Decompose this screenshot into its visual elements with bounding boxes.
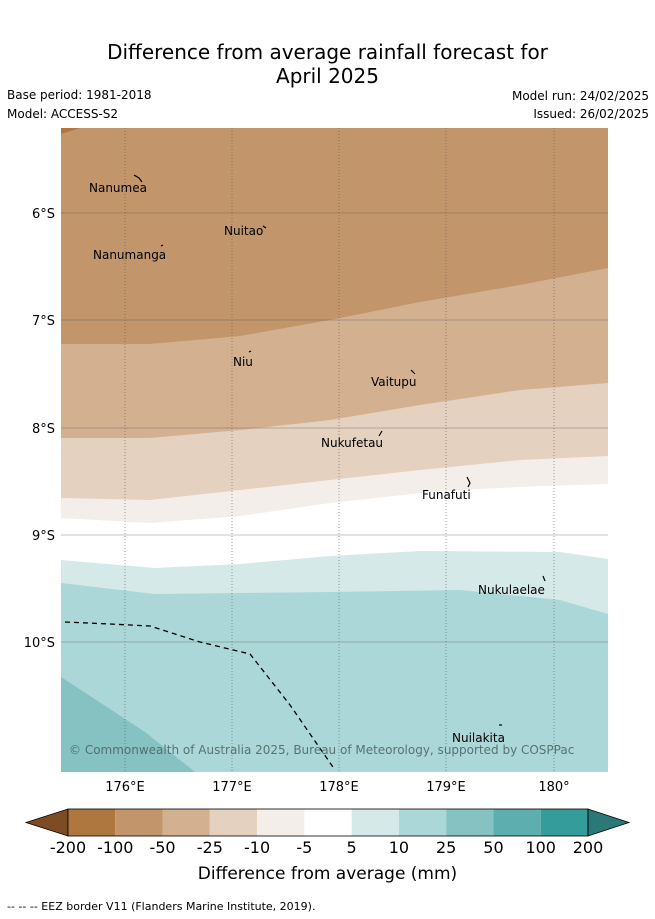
model-run-label: Model run: 24/02/2025 [511,89,649,103]
colorbar-tick-label: 50 [483,838,504,857]
colorbar-segment [351,809,399,836]
issued-label: Issued: 26/02/2025 [533,107,649,121]
colorbar-tick-label: -25 [196,838,223,857]
colorbar-tick-label: -100 [97,838,134,857]
colorbar-segment [304,809,352,836]
band-25-50 [61,677,195,772]
place-label-vaitupu: Vaitupu [371,375,417,389]
place-label-nuitao: Nuitao [224,224,263,238]
colorbar-tick-label: -10 [244,838,271,857]
colorbar-tick-label: -5 [296,838,313,857]
colorbar-segment [493,809,541,836]
rainfall-anomaly-layer: Nanumea Nuitao Nanumanga Niu Vaitupu Nuk… [61,128,608,772]
colorbar-tick-label: -200 [49,838,87,857]
lat-label-7s: 7°S [32,314,55,329]
base-period-label: Base period: 1981-2018 [7,88,152,102]
island-nukufetau [378,430,383,437]
colorbar-frame [67,808,589,837]
colorbar-tick-label: 100 [525,838,556,857]
title-line-2: April 2025 [276,64,379,88]
lat-label-9s: 9°S [32,529,55,544]
band-10-25 [61,583,608,772]
colorbar-segment [257,809,305,836]
colorbar-segment [446,809,494,836]
island-funafuti [466,476,471,488]
colorbar-tick-label: 200 [572,838,604,857]
place-label-nanumea: Nanumea [89,181,147,195]
island-nuitao [262,225,267,229]
lat-label-8s: 8°S [32,422,55,437]
copyright-notice: © Commonwealth of Australia 2025, Bureau… [69,743,574,757]
lon-label-178e: 178°E [319,780,359,795]
colorbar [24,808,631,837]
model-label: Model: ACCESS-S2 [7,107,119,121]
lat-label-10s: 10°S [24,636,55,651]
colorbar-segment [162,809,210,836]
colorbar-segment [115,809,163,836]
place-label-nukufetau: Nukufetau [321,436,383,450]
island-niu [248,350,252,353]
place-label-nuilakita: Nuilakita [452,731,505,745]
lat-label-6s: 6°S [32,207,55,222]
band-neg200-neg100 [61,128,80,134]
place-label-niu: Niu [233,355,253,369]
title-line-1: Difference from average rainfall forecas… [107,40,548,64]
lon-label-179e: 179°E [426,780,466,795]
colorbar-tick-label: -50 [149,838,176,857]
lon-label-180: 180° [538,780,569,795]
place-label-nanumanga: Nanumanga [93,248,166,262]
place-label-funafuti: Funafuti [422,488,471,502]
colorbar-tick-label: 25 [435,838,457,857]
longitude-gridlines [124,128,555,772]
island-shapes [133,174,546,726]
place-label-nukulaelae: Nukulaelae [478,583,545,597]
band-neg100-neg50 [61,128,608,344]
colorbar-segment [540,809,588,836]
island-nanumanga [160,244,164,247]
colorbar-segment [209,809,258,836]
colorbar-extend-high [587,808,631,837]
colorbar-segment [68,809,116,836]
island-vaitupu [410,369,416,375]
eez-footnote: -- -- -- EEZ border V11 (Flanders Marine… [7,900,316,913]
island-nanumea [133,174,143,183]
lon-label-176e: 176°E [105,780,145,795]
map-title: Difference from average rainfall forecas… [0,40,655,88]
colorbar-extend-low [24,808,69,837]
colorbar-tick-label: 10 [388,838,410,857]
eez-border [64,621,336,771]
lon-label-177e: 177°E [212,780,252,795]
latitude-gridlines [61,212,608,643]
colorbar-tick-label: 5 [346,838,357,857]
colorbar-title: Difference from average (mm) [197,864,458,884]
island-nukulaelae [542,575,546,582]
colorbar-segment [398,809,447,836]
